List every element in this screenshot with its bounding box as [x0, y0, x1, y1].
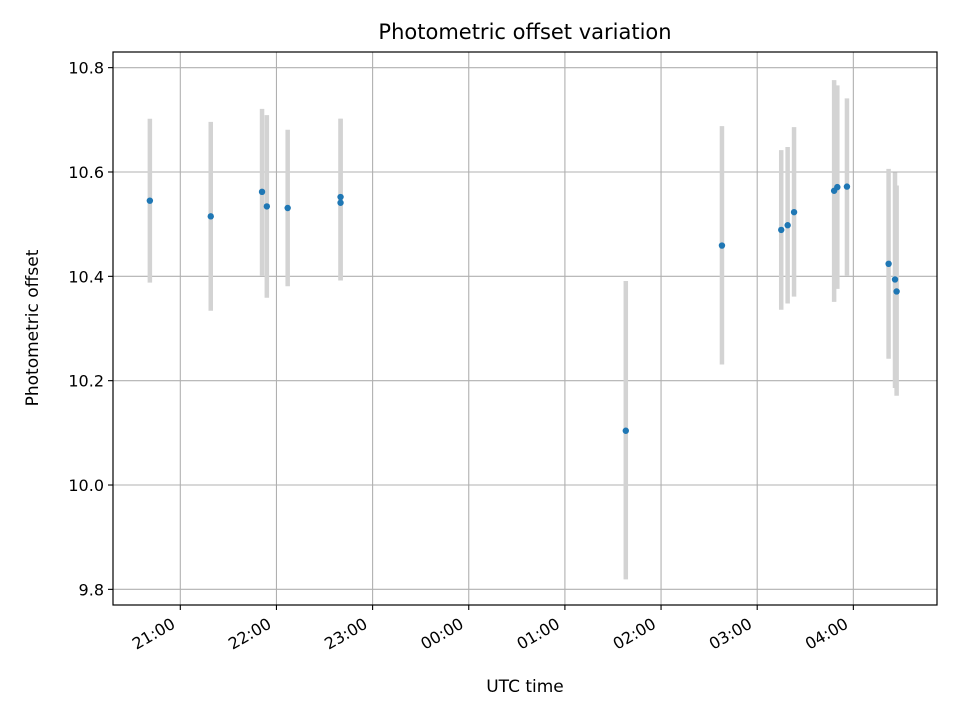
y-tick-label: 10.6	[68, 163, 104, 182]
data-point	[718, 242, 726, 249]
data-point	[891, 276, 899, 283]
data-point	[843, 183, 851, 190]
data-point	[885, 260, 892, 268]
data-point	[622, 427, 629, 434]
data-point	[146, 197, 154, 204]
error-bars	[147, 80, 899, 580]
data-point	[834, 183, 841, 191]
x-tick-label: 00:00	[417, 614, 466, 654]
data-point	[784, 222, 791, 229]
data-point	[790, 208, 798, 216]
y-tick-label: 10.2	[68, 372, 104, 391]
x-axis-label: UTC time	[486, 677, 564, 697]
data-point	[778, 226, 785, 234]
y-tick-label: 10.0	[68, 476, 104, 495]
y-tick-label: 9.8	[79, 580, 104, 599]
data-point	[207, 213, 214, 220]
x-tick-label: 22:00	[225, 614, 274, 654]
data-point	[337, 199, 344, 206]
x-tick-label: 01:00	[513, 614, 562, 654]
data-points	[146, 183, 900, 434]
data-point	[258, 188, 266, 196]
grid	[113, 52, 937, 605]
y-axis-label: Photometric offset	[23, 249, 43, 406]
ticks: 21:00 22:00 23:00 00:00 01:00 02:00 03:00 04:00…	[68, 59, 854, 654]
data-point	[337, 193, 344, 201]
y-tick-label: 10.4	[68, 267, 104, 286]
x-tick-label: 23:00	[321, 614, 370, 654]
data-point	[284, 204, 291, 212]
chart-title: Photometric offset variation	[378, 20, 671, 44]
x-tick-label: 21:00	[129, 614, 178, 654]
data-point	[263, 203, 271, 210]
x-tick-label: 03:00	[706, 614, 755, 654]
plot-frame	[112, 51, 938, 606]
x-tick-label: 02:00	[610, 614, 659, 654]
x-tick-label: 04:00	[802, 614, 851, 654]
data-point	[893, 288, 900, 295]
y-tick-label: 10.8	[68, 59, 104, 78]
